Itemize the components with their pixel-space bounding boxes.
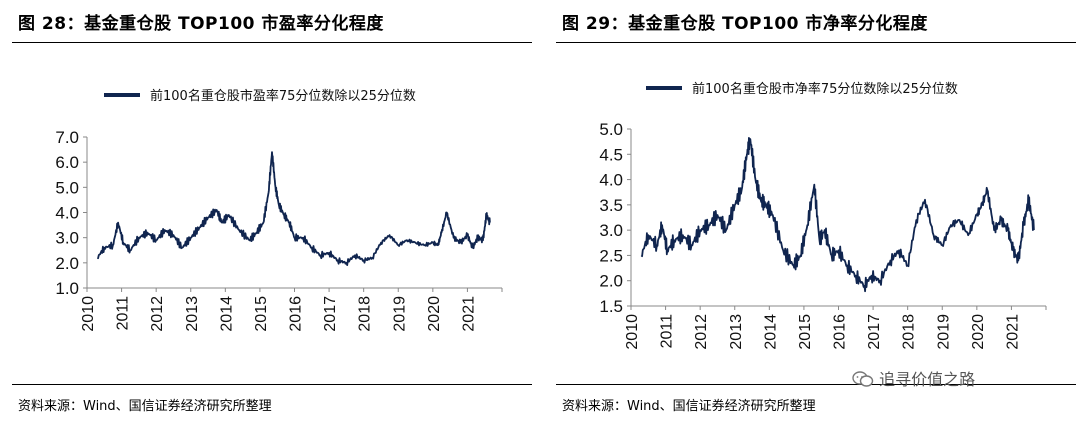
x-tick-label: 2015: [253, 296, 270, 332]
y-tick-label: 5.0: [55, 178, 79, 197]
y-tick-label: 1.0: [55, 279, 79, 298]
y-tick-label: 2.5: [599, 246, 623, 265]
x-tick-label: 2014: [218, 296, 235, 332]
x-tick-label: 2017: [322, 296, 339, 332]
x-tick-label: 2018: [901, 314, 918, 350]
pe-dispersion-chart: 1.0 2.0 3.0 4.0 5.0 6.0 7.0 2010 2011 2012 2013 201…: [55, 88, 503, 332]
source-note: 资料来源：Wind、国信证券经济研究所整理: [562, 399, 816, 414]
series-line: [96, 151, 491, 266]
x-tick-label: 2020: [426, 296, 443, 332]
y-tick-label: 4.5: [599, 145, 623, 164]
x-tick-label: 2016: [832, 314, 849, 350]
title-divider: [12, 42, 532, 43]
y-tick-label: 2.0: [599, 272, 623, 291]
x-tick-label: 2010: [624, 314, 641, 350]
x-tick-label: 2012: [693, 314, 710, 350]
chart-title: 图 29：基金重仓股 TOP100 市净率分化程度: [562, 14, 928, 34]
chart-panel-pe: 图 28：基金重仓股 TOP100 市盈率分化程度 1.0 2.0 3.0 4.0 5.…: [12, 0, 532, 430]
wechat-icon: [852, 370, 874, 392]
legend-label: 前100名重仓股市盈率75分位数除以25分位数: [150, 88, 416, 104]
y-tick-label: 5.0: [599, 120, 623, 139]
x-tick-label: 2015: [797, 314, 814, 350]
y-tick-label: 4.0: [55, 204, 79, 223]
chart-panel-pb: 图 29：基金重仓股 TOP100 市净率分化程度 1.5 2.0 2.5 3.0 3.…: [556, 0, 1076, 430]
x-tick-label: 2011: [115, 296, 132, 331]
legend-label: 前100名重仓股市净率75分位数除以25分位数: [692, 81, 958, 97]
x-tick-label: 2020: [970, 314, 987, 350]
watermark: 追寻价值之路: [852, 366, 975, 392]
y-tick-label: 4.0: [599, 171, 623, 190]
source-note: 资料来源：Wind、国信证券经济研究所整理: [18, 399, 272, 414]
pb-dispersion-chart: 1.5 2.0 2.5 3.0 3.5 4.0 4.5 5.0 2010 2011 2012 2013…: [599, 81, 1047, 350]
x-tick-label: 2010: [80, 296, 97, 332]
x-tick-label: 2013: [184, 296, 201, 332]
y-tick-label: 1.5: [599, 297, 623, 316]
x-tick-label: 2011: [659, 314, 676, 349]
x-tick-label: 2021: [1004, 314, 1021, 350]
y-tick-label: 7.0: [55, 128, 79, 147]
y-tick-label: 3.0: [599, 221, 623, 240]
x-tick-label: 2018: [357, 296, 374, 332]
x-tick-label: 2013: [728, 314, 745, 350]
x-tick-label: 2017: [866, 314, 883, 350]
x-tick-label: 2019: [391, 296, 408, 332]
x-tick-label: 2012: [149, 296, 166, 332]
x-tick-label: 2016: [288, 296, 305, 332]
y-tick-label: 2.0: [55, 254, 79, 273]
x-tick-label: 2021: [460, 296, 477, 332]
series-line: [640, 137, 1035, 293]
y-tick-label: 3.5: [599, 196, 623, 215]
x-tick-label: 2019: [935, 314, 952, 350]
title-divider: [556, 42, 1076, 43]
x-tick-label: 2014: [762, 314, 779, 350]
y-tick-label: 3.0: [55, 229, 79, 248]
source-divider: [12, 384, 532, 385]
y-tick-label: 6.0: [55, 153, 79, 172]
watermark-text: 追寻价值之路: [879, 370, 976, 389]
source-divider: [556, 384, 1076, 385]
chart-title: 图 28：基金重仓股 TOP100 市盈率分化程度: [18, 14, 384, 34]
